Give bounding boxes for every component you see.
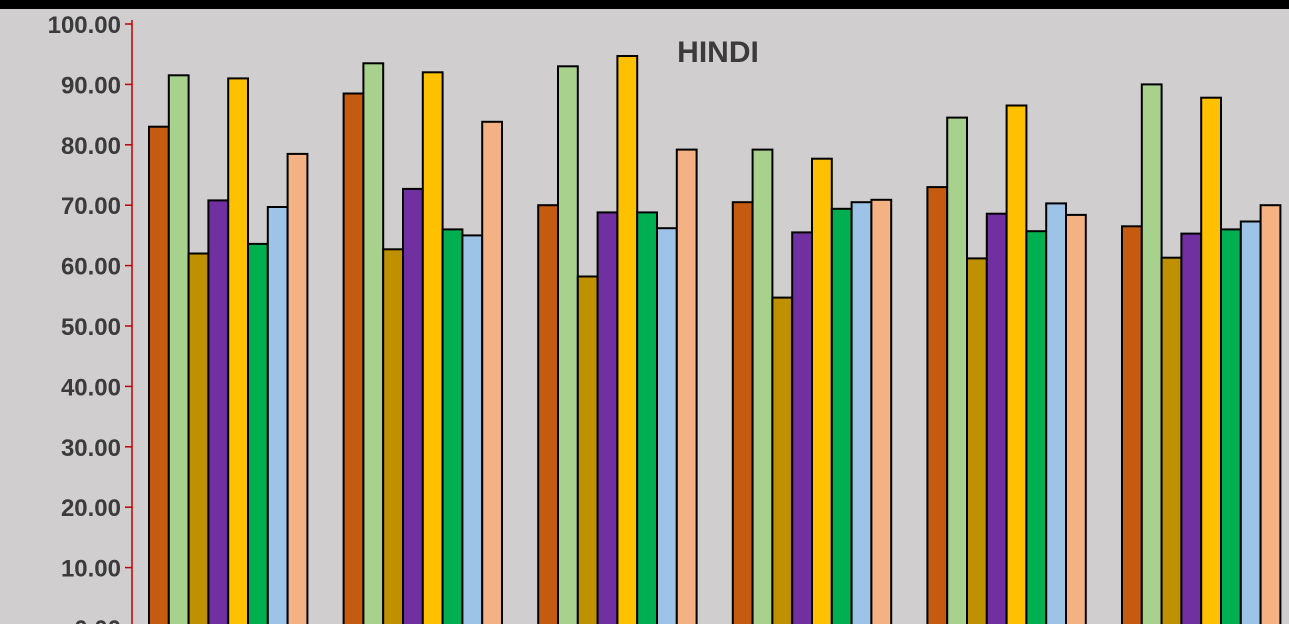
bar <box>1239 220 1262 624</box>
bar <box>441 228 464 624</box>
y-axis-ticks: 0.00 10.00 20.00 30.00 40.00 50.00 60.00 70.00 8… <box>48 12 132 624</box>
bar <box>850 201 873 624</box>
bar <box>926 186 949 624</box>
bar <box>342 92 365 624</box>
bar <box>576 275 599 624</box>
bar <box>1005 104 1028 624</box>
y-tick-label: 80.00 <box>61 133 121 160</box>
bar <box>870 198 893 624</box>
bar <box>985 212 1008 624</box>
bar <box>362 62 385 624</box>
bar <box>1045 202 1067 624</box>
y-tick-label: 70.00 <box>61 193 121 220</box>
bar <box>656 227 678 624</box>
bar <box>1121 225 1143 624</box>
y-tick-label: 60.00 <box>61 254 121 281</box>
bar <box>1140 83 1163 624</box>
bar <box>1259 204 1282 624</box>
y-tick-label: 10.00 <box>61 556 121 583</box>
bar <box>946 116 969 624</box>
bar <box>1025 230 1048 624</box>
bar <box>481 120 504 624</box>
bar <box>537 204 560 624</box>
y-tick-label: 20.00 <box>61 495 121 522</box>
bar <box>148 125 170 624</box>
bar <box>616 55 639 624</box>
bar <box>791 231 814 624</box>
bar <box>1200 96 1222 624</box>
bar <box>675 148 698 624</box>
y-tick-label: 90.00 <box>61 72 121 99</box>
bar <box>286 152 309 624</box>
bar <box>636 211 659 624</box>
y-tick-label: 100.00 <box>48 12 121 39</box>
bar <box>751 148 774 624</box>
bar <box>1180 232 1203 624</box>
bar <box>966 257 988 624</box>
chart-title: HINDI <box>677 36 759 69</box>
bar <box>227 77 249 624</box>
bar <box>1220 228 1242 624</box>
y-tick-label: 0.00 <box>74 616 121 624</box>
bars-layer <box>148 55 1282 624</box>
bar <box>731 201 754 624</box>
y-tick-label: 50.00 <box>61 314 121 341</box>
bar <box>187 252 210 624</box>
bar <box>461 234 484 624</box>
bar <box>557 65 579 624</box>
bar <box>1160 256 1183 624</box>
bar <box>247 242 269 624</box>
bar <box>596 211 619 624</box>
bar <box>167 74 190 624</box>
bar <box>421 71 444 624</box>
bar <box>1065 213 1087 624</box>
bar <box>207 199 230 624</box>
bar <box>382 248 405 624</box>
y-tick-label: 40.00 <box>61 374 121 401</box>
bar <box>830 207 853 624</box>
bar <box>771 296 794 624</box>
bar <box>402 187 424 624</box>
y-tick-label: 30.00 <box>61 435 121 462</box>
bar <box>811 157 833 624</box>
bar <box>266 206 289 624</box>
